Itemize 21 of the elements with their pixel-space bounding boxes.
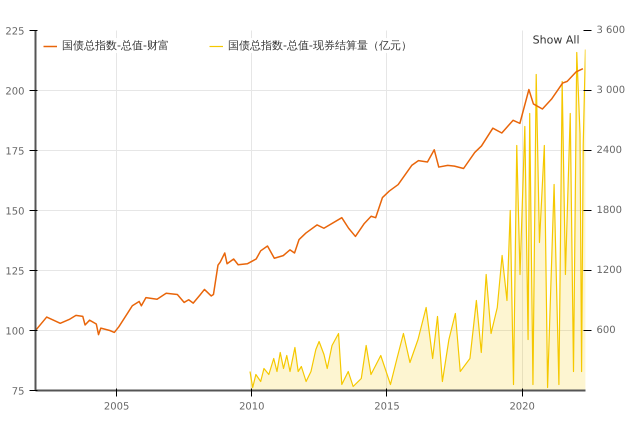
x-tick-label: 2005 [104,402,130,412]
y-tick-label: 200 [5,86,25,98]
line-series [36,68,584,336]
y-tick-label: 175 [5,146,25,158]
y-tick-label: 150 [5,206,25,218]
x-tick-label: 2010 [239,402,265,412]
y-tick-label: 100 [5,326,25,338]
x-tick-label: 2020 [509,402,535,412]
legend-label: 国债总指数-总值-现券结算量（亿元） [228,38,412,53]
y-tick-label: 225 [5,26,25,38]
y2-tick-label: 1200 [596,265,622,276]
y-tick-label: 75 [12,386,25,398]
y-tick-label: 125 [5,266,25,278]
y2-tick-label: 1800 [596,205,622,216]
y2-tick-label: 2400 [596,145,622,156]
annotation: Show All [532,34,580,46]
y2-tick-label: 3 000 [596,85,626,96]
y2-tick-label: 3 600 [596,25,626,36]
legend-label: 国债总指数-总值-财富 [62,38,169,53]
x-tick-label: 2015 [374,402,400,412]
y2-tick-label: 600 [596,325,616,336]
